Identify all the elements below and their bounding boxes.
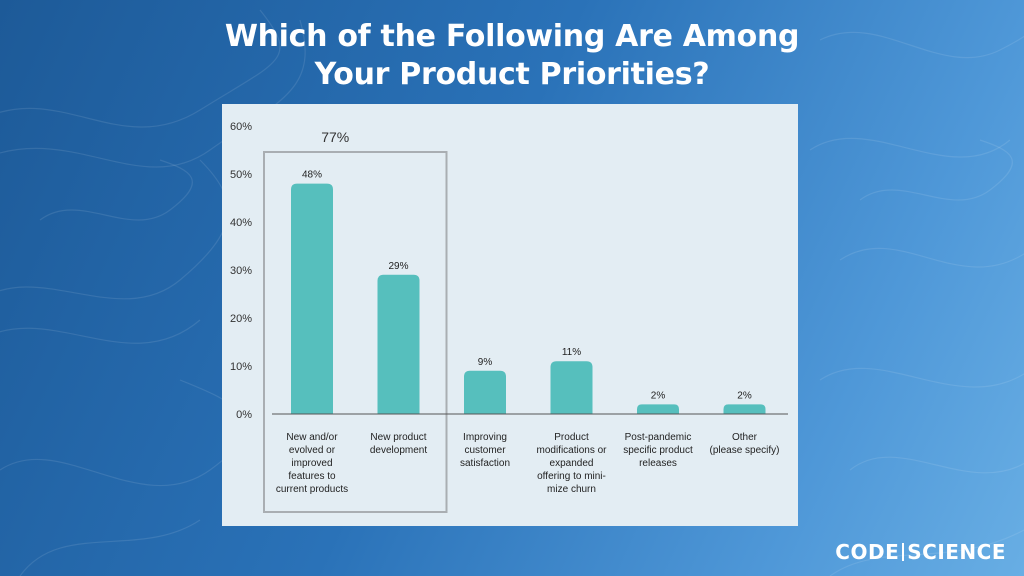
x-tick-label-line: evolved or [288, 445, 336, 456]
x-tick-label-line: Product [554, 432, 589, 443]
x-tick-label: New product development [344, 431, 454, 457]
slide-title-line-2: Your Product Priorities? [314, 57, 710, 92]
slide-title: Which of the Following Are Among Your Pr… [0, 18, 1024, 94]
x-tick-label-line: customer [464, 445, 506, 456]
y-tick-label: 20% [230, 313, 252, 325]
x-tick-label-line: improved [291, 458, 333, 469]
y-tick-label: 40% [230, 217, 252, 229]
x-tick-label: New and/or evolved or improved features to c… [257, 431, 367, 496]
codescience-logo: CODE SCIENCE [835, 540, 1006, 564]
bar [464, 370, 506, 414]
x-tick-label-line: New product [370, 432, 427, 443]
x-tick-label-line: New and/or [286, 432, 338, 443]
x-tick-label: Other (please specify) [690, 431, 800, 457]
logo-separator [902, 543, 905, 561]
y-tick-label: 30% [230, 265, 252, 277]
data-label: 2% [651, 390, 666, 401]
data-label: 48% [302, 170, 322, 181]
bar [637, 404, 679, 414]
x-tick-label: Product modifications or expanded offering … [517, 431, 627, 496]
x-tick-label-line: Improving [463, 432, 507, 443]
data-label: 11% [562, 347, 581, 358]
logo-text-code: CODE [835, 540, 900, 564]
x-tick-label-line: mize churn [547, 484, 596, 495]
x-tick-label-line: Post-pandemic [624, 432, 692, 443]
y-tick-label: 0% [236, 409, 252, 421]
x-tick-label: Improving customer satisfaction [430, 431, 540, 470]
highlight-total-label: 77% [321, 129, 349, 145]
x-tick-label-line: releases [639, 458, 677, 469]
x-tick-label: Post-pandemic specific product releases [603, 431, 713, 470]
x-tick-label-line: satisfaction [459, 458, 511, 469]
logo-text-science: SCIENCE [907, 540, 1006, 564]
bar [550, 361, 593, 414]
x-tick-label-line: offering to mini- [537, 471, 606, 482]
x-tick-label-line: Other [731, 432, 757, 443]
y-tick-label: 50% [230, 169, 252, 181]
x-tick-label-line: current products [275, 484, 349, 495]
x-tick-label-line: modifications or [536, 445, 607, 456]
data-label: 29% [388, 261, 408, 272]
bar [723, 404, 766, 414]
x-tick-label-line: development [369, 445, 428, 456]
x-tick-label-line: (please specify) [709, 445, 780, 456]
x-tick-label-line: expanded [549, 458, 594, 469]
y-tick-label: 10% [230, 361, 252, 373]
bar-chart: 0% 10% 20% 30% 40% 50% 60% 77% 48% 29% 9% 11% 2% 2% [230, 121, 788, 513]
x-tick-label-line: specific product [623, 445, 693, 456]
chart-panel: 0% 10% 20% 30% 40% 50% 60% 77% 48% 29% 9% 11% 2% 2% N… [222, 104, 798, 526]
x-tick-label-line: features to [288, 471, 336, 482]
bar [291, 183, 333, 414]
data-label: 2% [737, 390, 752, 401]
highlight-box [263, 151, 448, 513]
slide-title-line-1: Which of the Following Are Among [224, 19, 800, 54]
bar [377, 274, 420, 414]
data-label: 9% [478, 357, 493, 368]
y-tick-label: 60% [230, 121, 252, 133]
